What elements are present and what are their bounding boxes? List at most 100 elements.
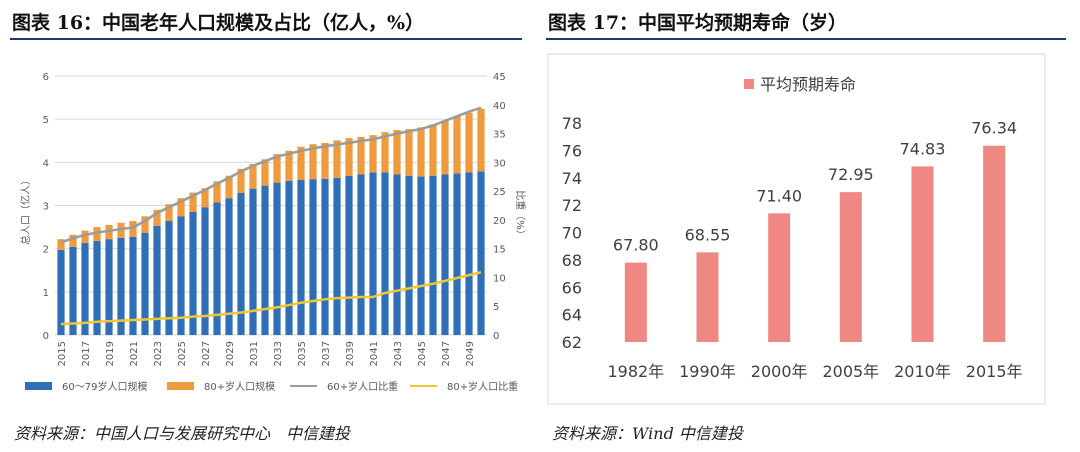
x-tick-label: 2017 [81, 341, 92, 366]
bar-60-79 [57, 249, 65, 335]
bar-80-plus [93, 227, 101, 241]
x-tick-label: 2029 [225, 341, 236, 366]
y2-tick-label: 35 [493, 130, 506, 141]
bar-80-plus [465, 112, 473, 173]
bar-80-plus [153, 209, 161, 226]
y-tick-label: 76 [562, 141, 582, 160]
bar-80-plus [429, 124, 437, 176]
x-tick-label: 2033 [273, 341, 284, 366]
legend-label: 平均预期寿命 [760, 75, 856, 94]
y2-tick-label: 15 [493, 245, 506, 256]
bar-60-79 [165, 221, 173, 335]
y-tick-label: 0 [43, 331, 49, 342]
bar-80-plus [129, 221, 137, 238]
line-80-plus-share [60, 271, 482, 326]
y2-tick-label: 20 [493, 216, 506, 227]
bar-80-plus [441, 120, 449, 175]
bar-60-79 [249, 188, 257, 335]
bar-80-plus [57, 239, 65, 250]
legend-swatch [744, 79, 754, 89]
bar-60-79 [189, 211, 197, 335]
bar-80-plus [237, 168, 245, 193]
bar-80-plus [213, 181, 221, 203]
x-tick-label: 2005年 [822, 362, 879, 381]
x-tick-label: 2027 [201, 341, 212, 366]
x-tick-label: 1982年 [607, 362, 664, 381]
bar-60-79 [93, 240, 101, 335]
bar-60-79 [153, 225, 161, 335]
bar-60-79 [141, 232, 149, 335]
bar-80-plus [321, 142, 329, 179]
bar-60-79 [465, 172, 473, 335]
bar-80-plus [165, 204, 173, 222]
legend-label: 80+岁人口比重 [447, 380, 518, 393]
left-chart-title: 图表 16：中国老年人口规模及占比（亿人，%） [12, 12, 425, 34]
bar-60-79 [345, 175, 353, 335]
y-tick-label: 62 [562, 333, 582, 352]
bar-60-79 [129, 237, 137, 335]
bar-60-79 [441, 174, 449, 335]
bar-60-79 [429, 175, 437, 335]
x-tick-label: 2021 [129, 341, 140, 366]
legend-label: 80+岁人口规模 [204, 380, 275, 393]
y-tick-label: 78 [562, 114, 582, 133]
bar-60-79 [369, 172, 377, 335]
bar-60-79 [117, 237, 125, 335]
bar-80-plus [477, 108, 485, 172]
x-tick-label: 2041 [369, 341, 380, 366]
x-tick-label: 2047 [441, 341, 452, 366]
bar-80-plus [69, 234, 77, 247]
x-tick-label: 2045 [417, 341, 428, 366]
y-tick-label: 64 [562, 306, 582, 325]
x-tick-label: 2015年 [966, 362, 1023, 381]
bar [839, 192, 862, 342]
bar-60-79 [201, 207, 209, 335]
bar-80-plus [369, 135, 377, 173]
bar-80-plus [393, 129, 401, 175]
data-label: 71.40 [756, 186, 802, 205]
bar-60-79 [417, 176, 425, 335]
bar-80-plus [405, 129, 413, 176]
bar [696, 252, 719, 342]
right-source: 资料来源：Wind 中信建投 [552, 424, 743, 443]
y2-axis-label: 比重（%） [514, 190, 527, 240]
data-label: 67.80 [613, 236, 659, 255]
x-tick-label: 2043 [393, 341, 404, 366]
y-tick-label: 6 [43, 72, 49, 83]
x-tick-label: 2023 [153, 341, 164, 366]
x-tick-label: 1990年 [679, 362, 736, 381]
bar-60-79 [393, 174, 401, 335]
bar-80-plus [285, 150, 293, 181]
bar [911, 166, 934, 342]
bar-60-79 [321, 178, 329, 335]
y2-tick-label: 0 [493, 331, 499, 342]
bar-60-79 [297, 180, 305, 335]
bar-80-plus [141, 216, 149, 233]
x-tick-label: 2031 [249, 341, 260, 366]
y2-tick-label: 25 [493, 187, 506, 198]
x-tick-label: 2015 [57, 341, 68, 366]
bar [624, 262, 647, 342]
y2-tick-label: 10 [493, 273, 506, 284]
bar-80-plus [201, 188, 209, 208]
bar [768, 213, 791, 342]
data-label: 72.95 [828, 165, 874, 184]
y-axis-label: 总人口（亿人） [19, 175, 32, 245]
left-source: 资料来源：中国人口与发展研究中心 中信建投 [14, 424, 351, 443]
data-label: 68.55 [685, 225, 731, 244]
y-tick-label: 68 [562, 251, 582, 270]
bar-60-79 [261, 185, 269, 335]
y2-tick-label: 40 [493, 101, 506, 112]
bar [983, 145, 1006, 342]
bar-60-79 [81, 243, 89, 335]
bar-60-79 [285, 180, 293, 335]
bar-80-plus [297, 146, 305, 181]
x-tick-label: 2049 [465, 341, 476, 366]
line-60-plus-share [60, 106, 482, 244]
right-chart-title: 图表 17：中国平均预期寿命（岁） [548, 12, 848, 34]
legend-label: 60～79岁人口规模 [62, 380, 147, 393]
data-label: 76.34 [971, 119, 1017, 138]
x-tick-label: 2000年 [751, 362, 808, 381]
bar-80-plus [333, 140, 341, 178]
